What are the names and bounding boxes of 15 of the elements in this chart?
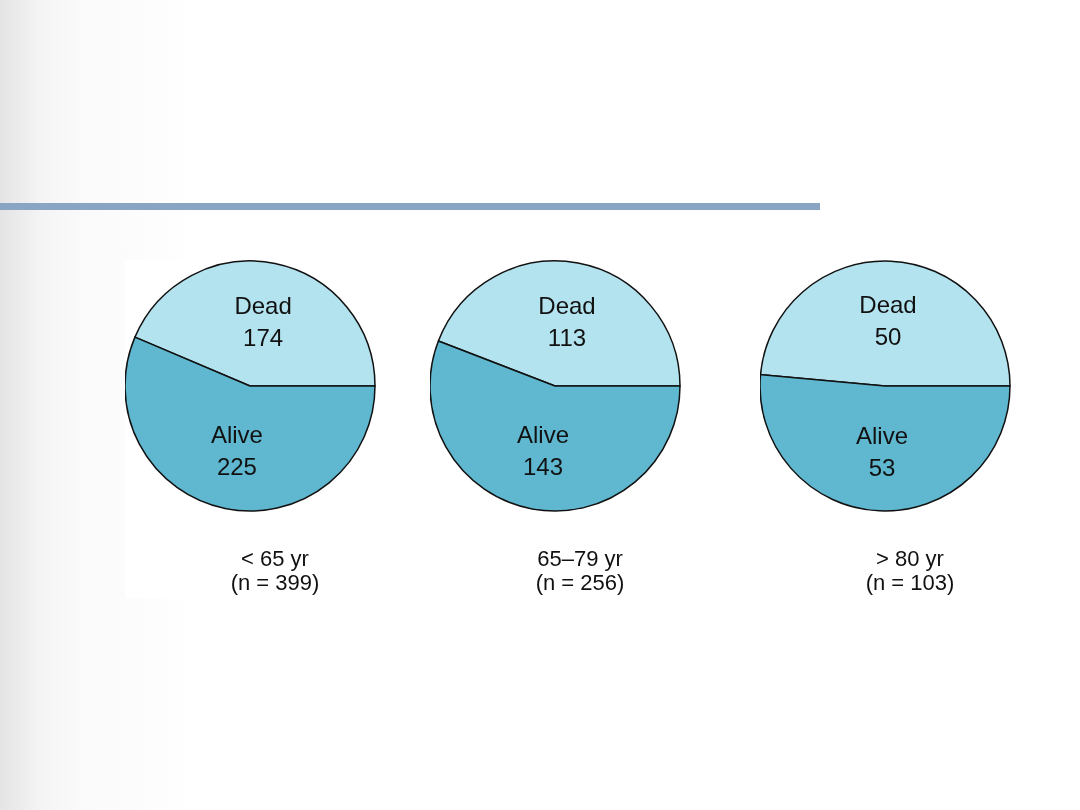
text: < 65 yr <box>241 545 309 571</box>
slice-label: Alive <box>210 420 263 448</box>
text: > 80 yr <box>876 545 944 571</box>
slice-label: Dead <box>859 291 917 319</box>
data-label: 113 <box>547 324 587 352</box>
data-label: 50 <box>874 323 902 351</box>
slice-label: Alive <box>517 420 570 448</box>
data-label: 53 <box>868 453 896 481</box>
slice-label: Alive <box>855 421 909 449</box>
data-label: 143 <box>522 452 564 480</box>
data-label: 225 <box>216 452 257 480</box>
text: 65–79 yr <box>537 545 623 571</box>
slice-label: Dead <box>538 292 596 320</box>
data-label: 174 <box>243 324 284 352</box>
slice-label: Dead <box>234 292 292 320</box>
